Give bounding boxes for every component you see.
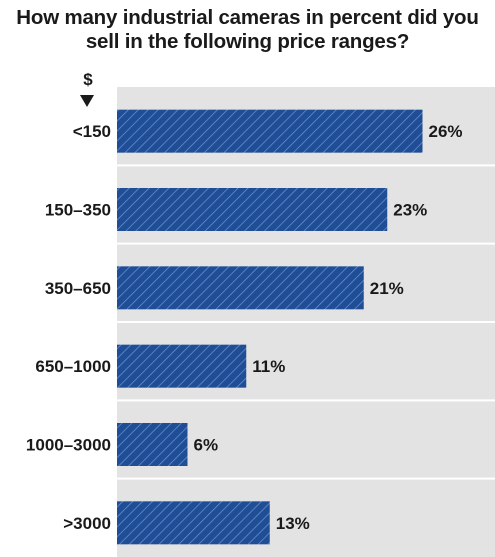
bar [117,501,270,545]
value-label: 6% [194,436,219,455]
category-label: 150–350 [45,201,111,220]
bar [117,109,423,153]
category-label: >3000 [63,514,111,533]
value-label: 11% [252,357,285,376]
bar [117,266,364,310]
value-label: 13% [276,514,310,533]
chart-title: How many industrial cameras in percent d… [16,6,479,53]
category-label: <150 [73,122,111,141]
category-label: 650–1000 [35,357,111,376]
bar [117,188,388,231]
unit-label: $ [83,70,93,89]
value-label: 21% [370,279,404,298]
bar [117,423,188,466]
category-label: 350–650 [45,279,111,298]
unit-arrow-icon [80,95,94,107]
value-label: 23% [393,201,427,220]
bar [117,344,247,388]
category-label: 1000–3000 [26,436,111,455]
value-label: 26% [429,122,463,141]
